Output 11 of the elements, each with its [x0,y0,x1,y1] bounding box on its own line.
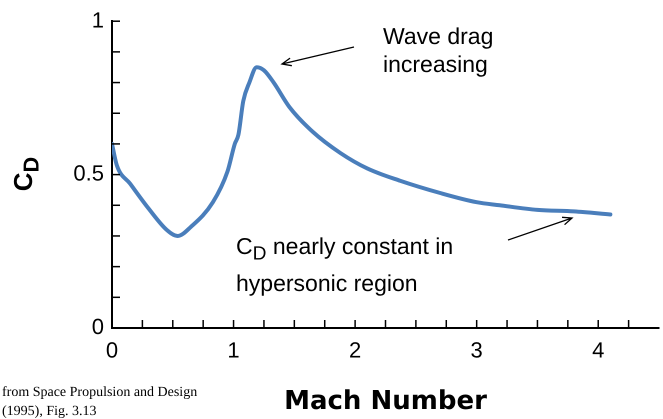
x-tick-label: 4 [592,337,604,362]
x-tick-label: 3 [470,337,483,362]
y-tick-label: 1 [92,7,104,32]
annotation: Wave drag increasing [383,22,494,78]
annotation: C$_{D}$ nearly constant in hypersonic region [236,232,454,297]
x-tick-label: 2 [348,337,362,362]
y-tick-label: 0.5 [73,160,104,186]
y-tick-label: 0 [92,314,104,340]
x-axis-title: Mach Number [283,386,488,416]
text: from Space Propulsion and Design (1995), Fig. 3.13 [2,384,198,419]
x-tick-label: 1 [227,337,240,362]
